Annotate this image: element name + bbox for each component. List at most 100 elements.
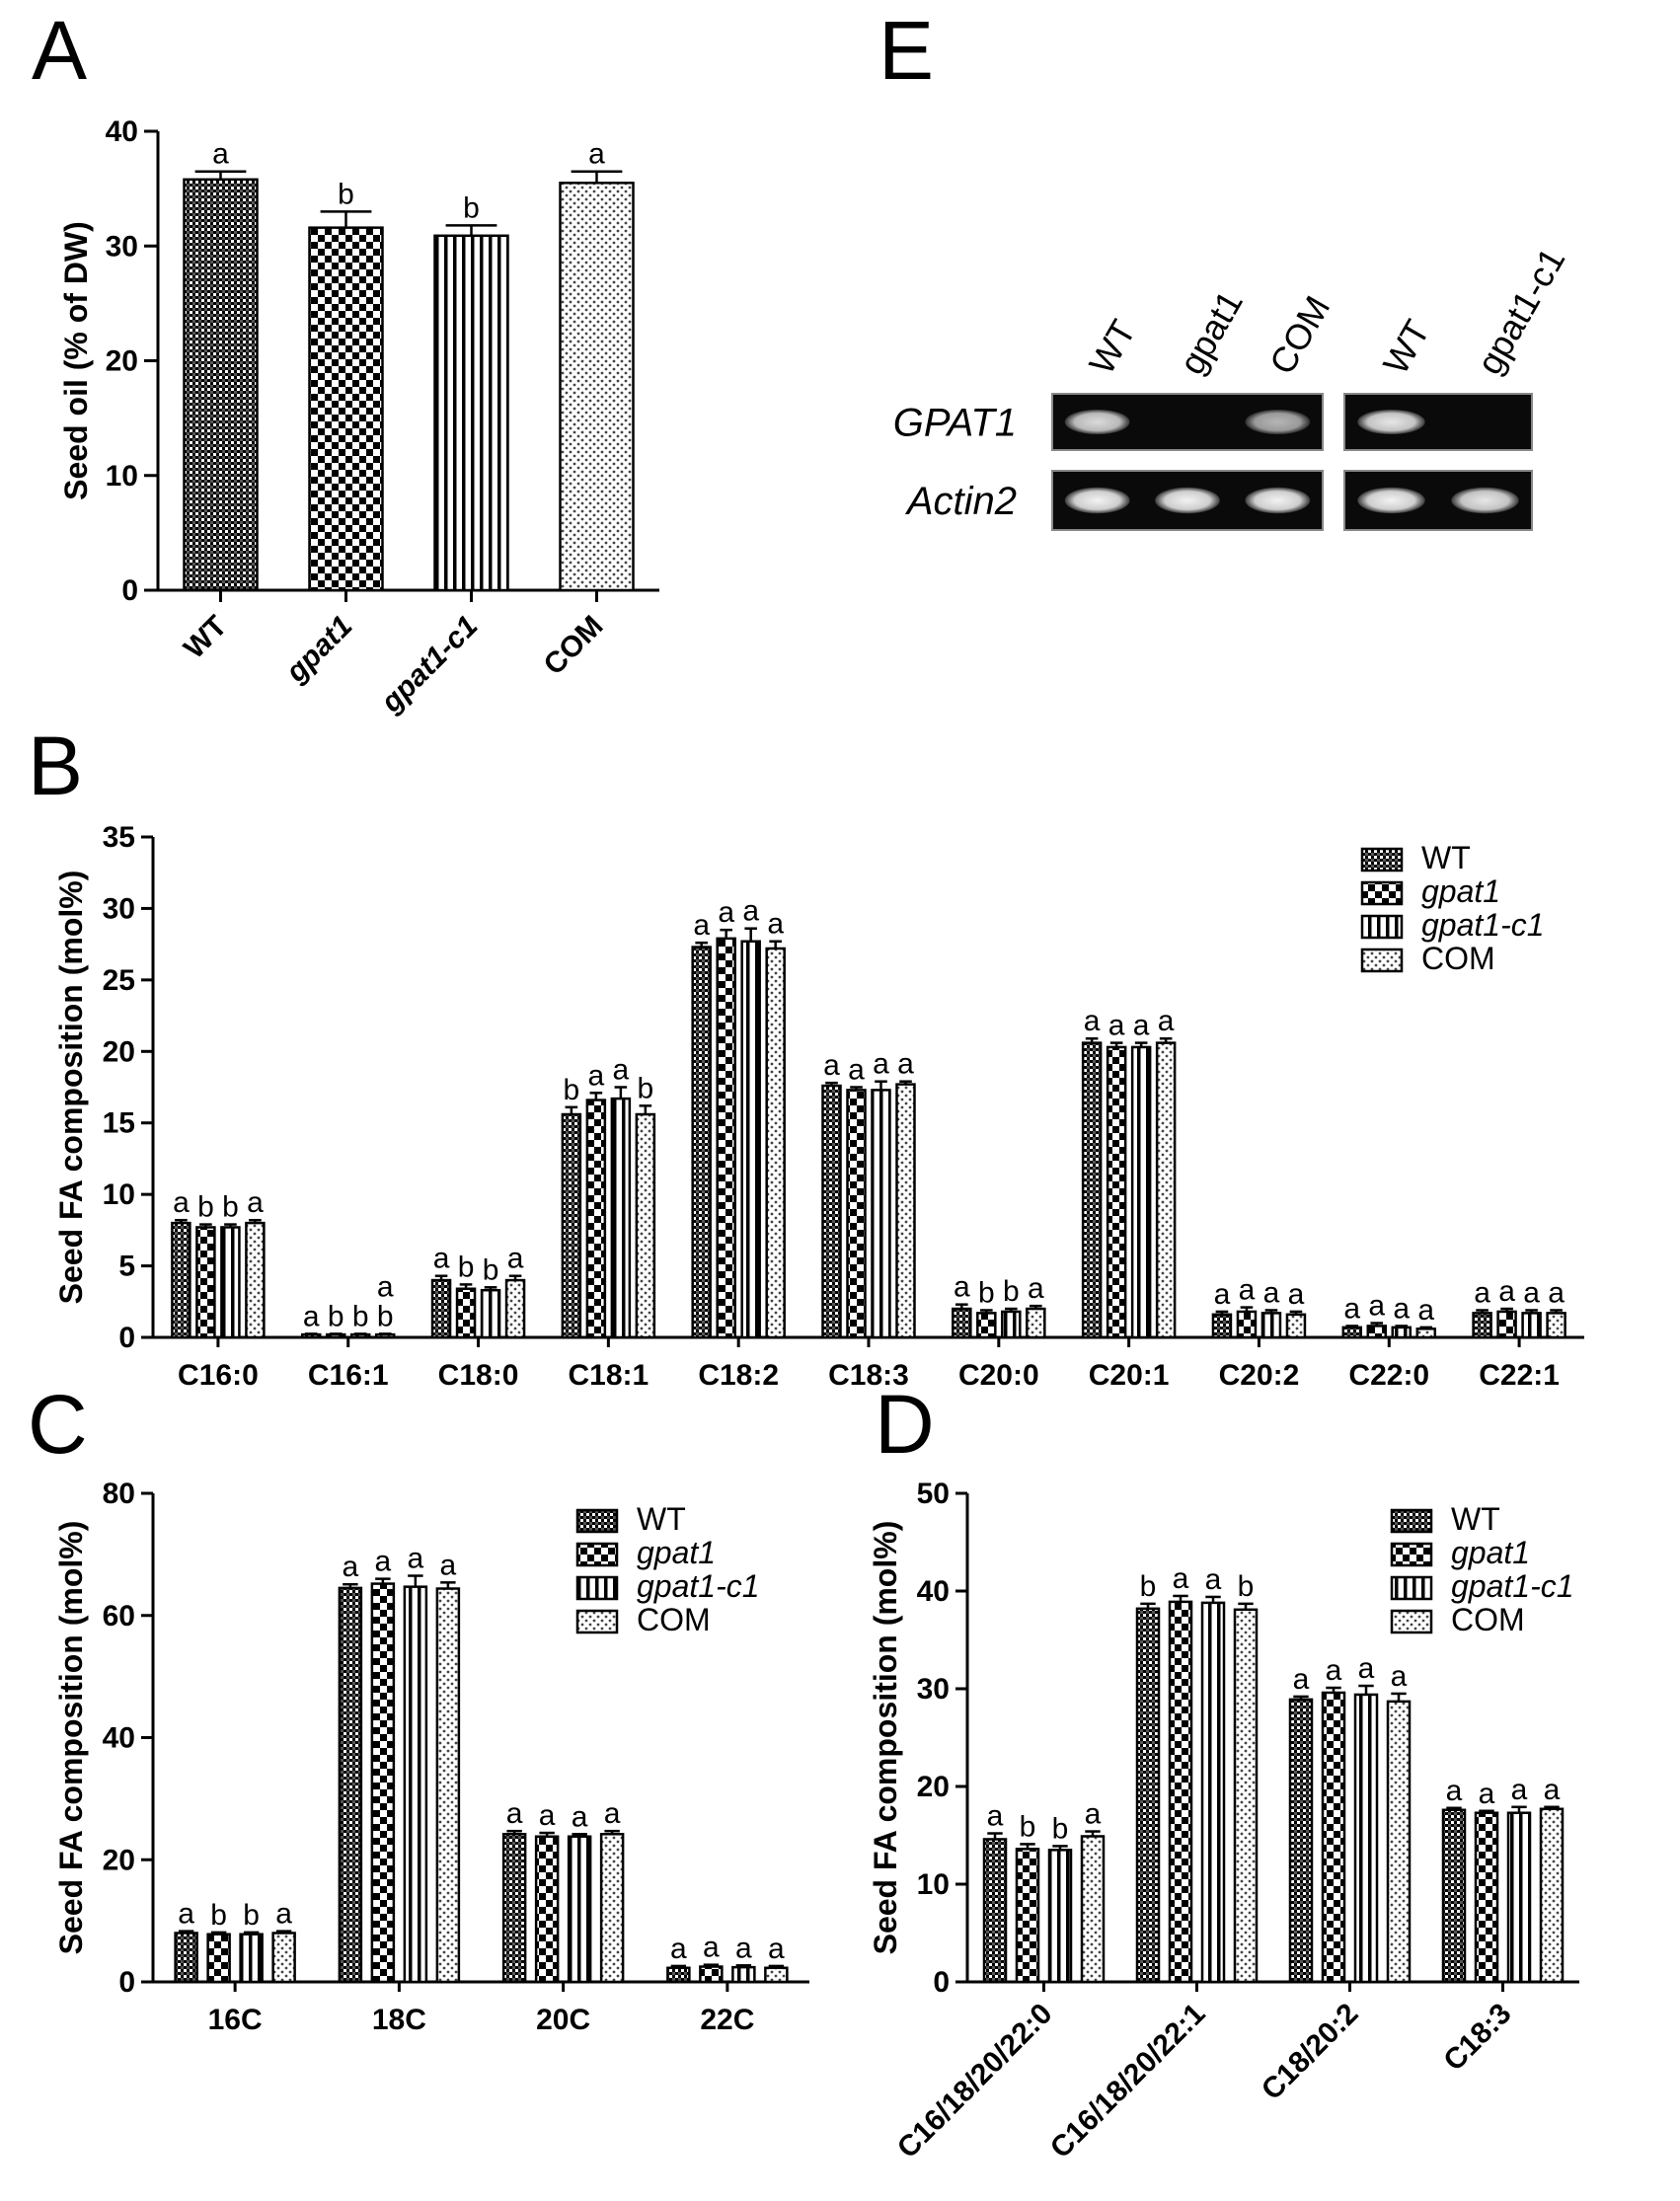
- chart-fa-composition: 0 5 10 15 20 25 30 35 Seed FA composition (mol%)…: [53, 821, 1584, 1392]
- lane-label: COM: [1261, 289, 1338, 381]
- legend-label: WT: [1421, 840, 1471, 875]
- significance-label: b: [483, 1253, 499, 1286]
- legend-label: COM: [637, 1602, 711, 1637]
- y-tick-label: 25: [103, 964, 135, 997]
- panel-letter-c: C: [28, 1378, 88, 1471]
- bar: [1506, 1811, 1532, 1984]
- significance-label: a: [1548, 1276, 1565, 1309]
- bar: [1321, 1691, 1346, 1984]
- significance-label: a: [1239, 1274, 1256, 1307]
- significance-label: a: [1173, 1562, 1189, 1595]
- bar: [952, 1307, 972, 1339]
- bar: [1080, 1835, 1106, 1984]
- bar: [976, 1312, 997, 1339]
- significance-label: a: [1085, 1798, 1102, 1831]
- significance-label: a: [588, 1059, 605, 1092]
- bar: [1539, 1807, 1565, 1984]
- significance-label: a: [1393, 1292, 1410, 1325]
- bar: [599, 1833, 625, 1984]
- bar: [1081, 1041, 1103, 1339]
- bar: [245, 1221, 266, 1339]
- y-axis-title: Seed oil (% of DW): [58, 221, 94, 500]
- significance-label: a: [897, 1048, 914, 1081]
- bar: [716, 937, 736, 1339]
- legend-swatch: [1360, 948, 1404, 973]
- bar: [430, 1278, 452, 1339]
- x-tick-label: COM: [538, 610, 610, 682]
- lane-label: WT: [1375, 313, 1437, 381]
- significance-label: a: [1028, 1272, 1044, 1305]
- significance-label: a: [768, 1933, 785, 1965]
- y-tick-label: 0: [121, 574, 138, 607]
- legend-label: gpat1: [637, 1535, 716, 1570]
- y-tick-label: 35: [103, 821, 135, 854]
- legend-swatch: [575, 1508, 619, 1534]
- significance-label: a: [1158, 1005, 1175, 1037]
- y-tick-label: 40: [917, 1575, 950, 1608]
- y-tick-label: 50: [917, 1478, 950, 1510]
- panel-letter-b: B: [28, 720, 83, 812]
- significance-label: a: [247, 1186, 264, 1219]
- significance-label: a: [375, 1546, 392, 1578]
- bar: [821, 1084, 842, 1339]
- y-tick-label: 40: [103, 1722, 135, 1755]
- y-tick-label: 0: [118, 1966, 135, 1999]
- panel-letter-a: A: [32, 4, 87, 97]
- legend-label: COM: [1421, 941, 1495, 976]
- bar: [1233, 1608, 1259, 1984]
- x-tick-label: C18:0: [438, 1359, 519, 1392]
- bar: [1001, 1310, 1022, 1339]
- legend-label: gpat1: [1421, 873, 1500, 909]
- significance-label: a: [1523, 1276, 1540, 1309]
- bar: [1155, 1041, 1177, 1339]
- significance-label: b: [1020, 1810, 1036, 1843]
- bar: [338, 1586, 363, 1984]
- x-tick-label: 22C: [700, 2004, 754, 2036]
- significance-label: b: [463, 191, 480, 224]
- significance-label: a: [1474, 1276, 1490, 1309]
- significance-label: a: [212, 138, 229, 171]
- x-tick-label: 20C: [536, 2004, 590, 2036]
- bar: [1130, 1045, 1152, 1339]
- significance-label: b: [338, 178, 354, 210]
- x-tick-label: C18:3: [828, 1359, 909, 1392]
- significance-label: a: [433, 1243, 450, 1275]
- bar: [764, 1966, 789, 1984]
- bar: [1026, 1307, 1046, 1339]
- x-tick-label: C22:0: [1348, 1359, 1429, 1392]
- legend-swatch: [1360, 914, 1404, 940]
- significance-label: a: [693, 909, 710, 942]
- bar: [1106, 1045, 1127, 1339]
- significance-label: a: [1498, 1275, 1515, 1308]
- bar: [403, 1585, 428, 1984]
- bar: [561, 1112, 582, 1339]
- bar: [1474, 1811, 1499, 1984]
- bar: [501, 1833, 527, 1984]
- significance-label: a: [767, 908, 784, 941]
- y-tick-label: 15: [103, 1107, 135, 1140]
- y-tick-label: 10: [917, 1868, 950, 1901]
- significance-label: b: [1238, 1570, 1255, 1603]
- bar: [183, 178, 259, 592]
- gel-band: [1451, 487, 1519, 514]
- bar: [534, 1835, 560, 1984]
- significance-label: b: [197, 1191, 214, 1224]
- gene-label: Actin2: [905, 480, 1017, 523]
- gene-label: GPAT1: [893, 402, 1017, 445]
- significance-label: a: [1133, 1010, 1150, 1042]
- x-tick-label: C20:1: [1089, 1359, 1170, 1392]
- bar: [1285, 1313, 1307, 1339]
- x-tick-label: gpat1: [279, 610, 359, 690]
- significance-label: a: [506, 1797, 523, 1830]
- significance-label: a: [954, 1271, 970, 1304]
- bar: [871, 1089, 891, 1339]
- significance-label: a: [343, 1551, 359, 1583]
- significance-label: b: [377, 1300, 394, 1332]
- significance-label: a: [1084, 1005, 1101, 1037]
- significance-label: a: [1214, 1278, 1231, 1311]
- bar: [1521, 1312, 1542, 1339]
- y-tick-label: 20: [103, 1035, 135, 1068]
- bar: [731, 1965, 756, 1984]
- gel-band: [1245, 409, 1311, 435]
